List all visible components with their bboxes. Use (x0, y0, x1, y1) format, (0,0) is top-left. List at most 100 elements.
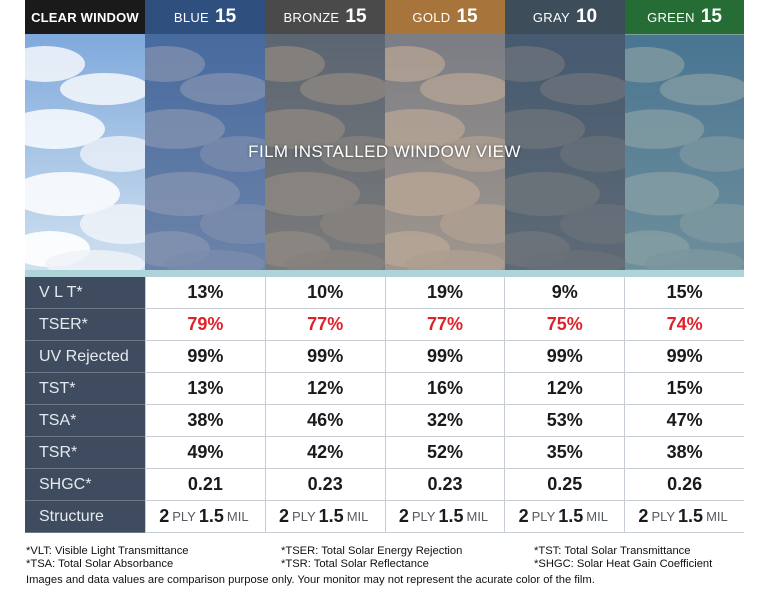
value-cell: 99% (504, 341, 625, 373)
structure-cell: 2 PLY 1.5 MIL (264, 501, 385, 533)
table-row-tser: TSER* 79% 77% 77% 75% 74% (25, 309, 744, 341)
value-cell: 77% (264, 309, 385, 341)
mil-value: 1.5 (558, 506, 584, 526)
ply-word: PLY (172, 509, 196, 524)
header-green-15: GREEN 15 (625, 0, 744, 34)
value-cell: 0.25 (504, 469, 625, 501)
structure-cell: 2 PLY 1.5 MIL (624, 501, 744, 533)
value-cell: 32% (384, 405, 505, 437)
view-divider (25, 270, 744, 277)
specs-table: V L T* 13% 10% 19% 9% 15% TSER* 79% 77% … (25, 277, 744, 533)
film-installed-label: FILM INSTALLED WINDOW VIEW (248, 142, 521, 161)
row-label: TSR* (25, 437, 145, 469)
header-film-number: 10 (575, 6, 598, 27)
mil-value: 1.5 (198, 506, 224, 526)
header-gold-15: GOLD 15 (385, 0, 505, 34)
table-row-shgc: SHGC* 0.21 0.23 0.23 0.25 0.26 (25, 469, 744, 501)
mil-word: MIL (346, 509, 369, 524)
ply-count: 2 (279, 506, 290, 526)
row-label: TSER* (25, 309, 145, 341)
value-cell: 79% (145, 309, 265, 341)
mil-value: 1.5 (678, 506, 704, 526)
row-label: SHGC* (25, 469, 145, 501)
value-cell: 15% (624, 373, 744, 405)
value-cell: 0.23 (264, 469, 385, 501)
value-cell: 0.21 (145, 469, 265, 501)
sky-blue-15 (145, 34, 265, 270)
value-cell: 19% (384, 277, 505, 309)
footnote-vlt: *VLT: Visible Light Transmittance (26, 545, 189, 557)
mil-word: MIL (706, 509, 728, 524)
value-cell: 42% (264, 437, 385, 469)
sky-green-15 (625, 34, 744, 270)
footnote-tst: *TST: Total Solar Transmittance (534, 545, 691, 557)
ply-count: 2 (159, 506, 170, 526)
mil-value: 1.5 (438, 506, 464, 526)
value-cell: 35% (504, 437, 625, 469)
value-cell: 9% (504, 277, 625, 309)
structure-cell: 2 PLY 1.5 MIL (384, 501, 505, 533)
value-cell: 13% (145, 373, 265, 405)
row-label: UV Rejected (25, 341, 145, 373)
row-label: Structure (25, 501, 145, 533)
mil-value: 1.5 (318, 506, 344, 526)
mil-word: MIL (586, 509, 608, 524)
header-clear-window: CLEAR WINDOW (25, 0, 145, 34)
structure-cell: 2 PLY 1.5 MIL (504, 501, 625, 533)
ply-word: PLY (531, 509, 556, 524)
header-film-name: BLUE (173, 9, 210, 25)
value-cell: 38% (145, 405, 265, 437)
mil-word: MIL (226, 509, 249, 524)
ply-word: PLY (411, 509, 436, 524)
table-row-vlt: V L T* 13% 10% 19% 9% 15% (25, 277, 744, 309)
value-cell: 12% (264, 373, 385, 405)
row-label: V L T* (25, 277, 145, 309)
footnote-tsr: *TSR: Total Solar Reflectance (281, 558, 429, 570)
table-row-tst: TST* 13% 12% 16% 12% 15% (25, 373, 744, 405)
table-row-structure: Structure 2 PLY 1.5 MIL 2 PLY 1.5 MIL 2 … (25, 501, 744, 533)
header-film-number: 15 (456, 6, 478, 27)
header-film-name: GRAY (532, 9, 570, 25)
header-bronze-15: BRONZE 15 (265, 0, 385, 34)
value-cell: 99% (145, 341, 265, 373)
row-label: TSA* (25, 405, 145, 437)
value-cell: 99% (384, 341, 505, 373)
value-cell: 16% (384, 373, 505, 405)
structure-cell: 2 PLY 1.5 MIL (145, 501, 265, 533)
value-cell: 77% (384, 309, 505, 341)
header-film-name: GOLD (412, 9, 451, 25)
value-cell: 38% (624, 437, 744, 469)
value-cell: 10% (264, 277, 385, 309)
ply-word: PLY (651, 509, 676, 524)
value-cell: 99% (624, 341, 744, 373)
header-blue-15: BLUE 15 (145, 0, 265, 34)
header-film-number: 15 (215, 6, 237, 27)
film-header-row: CLEAR WINDOW BLUE 15 BRONZE 15 GOLD 15 G… (25, 0, 744, 34)
header-film-number: 15 (345, 6, 367, 27)
disclaimer: Images and data values are comparison pu… (26, 574, 595, 586)
sky-gold-15 (385, 34, 505, 270)
value-cell: 52% (384, 437, 505, 469)
row-label: TST* (25, 373, 145, 405)
footnote-line-2: *TSA: Total Solar Absorbance *TSR: Total… (26, 558, 756, 571)
value-cell: 0.26 (624, 469, 744, 501)
footnotes: *VLT: Visible Light Transmittance *TSER:… (26, 545, 756, 587)
sky-gray-10 (505, 34, 625, 270)
value-cell: 12% (504, 373, 625, 405)
mil-word: MIL (466, 509, 489, 524)
ply-count: 2 (398, 506, 409, 526)
header-clear-window-label: CLEAR WINDOW (31, 9, 139, 25)
ply-word: PLY (292, 509, 316, 524)
window-view-comparison: FILM INSTALLED WINDOW VIEW (25, 34, 744, 270)
value-cell: 13% (145, 277, 265, 309)
footnote-tser: *TSER: Total Solar Energy Rejection (281, 545, 463, 557)
table-row-tsr: TSR* 49% 42% 52% 35% 38% (25, 437, 744, 469)
value-cell: 49% (145, 437, 265, 469)
footnote-tsa: *TSA: Total Solar Absorbance (26, 558, 174, 570)
value-cell: 47% (624, 405, 744, 437)
value-cell: 46% (264, 405, 385, 437)
header-gray-10: GRAY 10 (505, 0, 625, 34)
table-row-uv-rejected: UV Rejected 99% 99% 99% 99% 99% (25, 341, 744, 373)
table-row-tsa: TSA* 38% 46% 32% 53% 47% (25, 405, 744, 437)
value-cell: 53% (504, 405, 625, 437)
